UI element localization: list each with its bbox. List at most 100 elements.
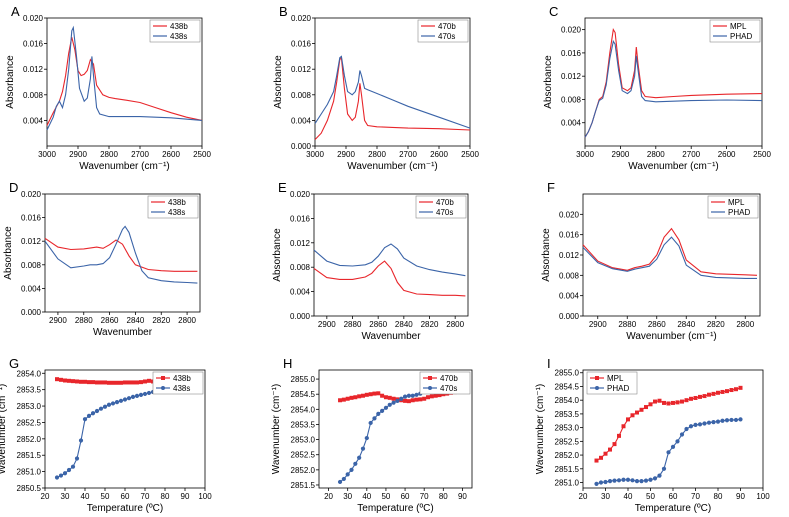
data-point: [142, 391, 148, 397]
series-line-470s: [314, 55, 471, 129]
data-point: [391, 400, 396, 405]
data-point: [621, 477, 626, 482]
x-tick-label: 70: [420, 492, 429, 501]
data-point: [698, 394, 702, 399]
data-point: [82, 417, 88, 422]
panel-label: G: [9, 356, 19, 371]
data-point: [621, 424, 626, 429]
x-tick-label: 50: [381, 492, 390, 501]
y-tick-label: 0.008: [291, 91, 312, 100]
plot-frame: [314, 17, 471, 147]
data-point: [130, 394, 136, 399]
x-tick-label: 90: [181, 492, 190, 501]
y-tick-label: 2852.0: [291, 466, 316, 475]
y-tick-label: 2850.5: [17, 484, 42, 493]
x-tick-label: 2900: [612, 150, 630, 159]
data-point: [680, 399, 684, 404]
data-point: [341, 397, 346, 402]
y-tick-label: 2855.0: [291, 375, 316, 384]
data-point: [729, 417, 734, 423]
data-point: [598, 480, 604, 485]
data-point: [357, 394, 362, 399]
data-point: [635, 410, 639, 415]
x-tick-label: 2800: [178, 316, 196, 325]
legend-label: MPL: [730, 22, 747, 31]
y-tick-label: 2854.0: [17, 369, 42, 378]
y-tick-label: 0.012: [561, 72, 582, 81]
x-tick-label: 2600: [162, 150, 180, 159]
plot-frame: [313, 193, 469, 317]
legend-label: PHAD: [728, 208, 750, 217]
data-point: [349, 395, 354, 400]
y-tick-label: 2854.5: [291, 390, 316, 399]
data-point: [594, 458, 599, 463]
y-tick-label: 0.000: [291, 142, 312, 151]
data-point: [138, 392, 144, 398]
series-line-470b: [314, 56, 471, 140]
data-point: [372, 391, 377, 396]
data-point: [376, 411, 381, 416]
legend-label: 438b: [168, 198, 186, 207]
data-point: [697, 422, 703, 427]
data-point: [414, 397, 419, 402]
y-tick-label: 0.020: [23, 14, 44, 23]
legend-label: 438s: [170, 32, 187, 41]
data-point: [368, 392, 373, 397]
plot-frame: [318, 369, 473, 489]
y-tick-label: 2851.5: [291, 481, 316, 490]
x-tick-label: 20: [324, 492, 333, 501]
legend-label: MPL: [607, 374, 624, 383]
data-point: [91, 380, 95, 385]
data-point: [337, 479, 343, 485]
x-tick-label: 20: [41, 492, 50, 501]
data-point: [433, 393, 438, 398]
data-point: [671, 400, 675, 405]
panel-label: D: [9, 180, 18, 195]
y-tick-label: 2852.0: [17, 435, 42, 444]
data-point: [594, 481, 599, 486]
data-point: [724, 418, 730, 423]
data-point: [702, 394, 707, 399]
y-tick-label: 2854.0: [291, 405, 316, 414]
data-point: [79, 379, 83, 384]
data-point: [643, 478, 649, 483]
y-tick-label: 0.012: [559, 251, 580, 260]
x-axis-label: Wavenumber: [93, 327, 153, 338]
data-point: [720, 389, 725, 394]
x-tick-label: 2700: [399, 150, 417, 159]
data-point: [360, 393, 365, 398]
legend-marker: [161, 376, 165, 380]
data-point: [661, 466, 667, 471]
data-point: [94, 408, 100, 414]
data-point: [98, 406, 104, 411]
data-point: [357, 455, 362, 460]
data-point: [107, 380, 111, 385]
series-line-470s: [313, 243, 466, 277]
data-point: [99, 380, 103, 385]
x-tick-label: 3000: [576, 150, 594, 159]
data-point: [95, 380, 99, 385]
data-point: [123, 380, 127, 385]
data-point: [134, 393, 140, 398]
data-point: [59, 377, 63, 382]
x-axis-label: Wavenumber (cm⁻¹): [626, 331, 716, 342]
data-point: [675, 439, 680, 444]
x-tick-label: 3000: [306, 150, 324, 159]
data-point: [639, 479, 644, 484]
y-tick-label: 0.012: [23, 65, 44, 74]
series-line-438b: [44, 237, 198, 272]
data-point: [380, 408, 385, 413]
data-point: [70, 464, 76, 469]
data-point: [738, 385, 743, 390]
data-point: [402, 394, 408, 399]
data-point: [625, 477, 631, 482]
legend-label: 438s: [168, 208, 185, 217]
y-tick-label: 2852.0: [555, 451, 580, 460]
data-point: [410, 393, 415, 398]
x-tick-label: 3000: [38, 150, 56, 159]
y-axis-label: Absorbance: [272, 228, 283, 282]
